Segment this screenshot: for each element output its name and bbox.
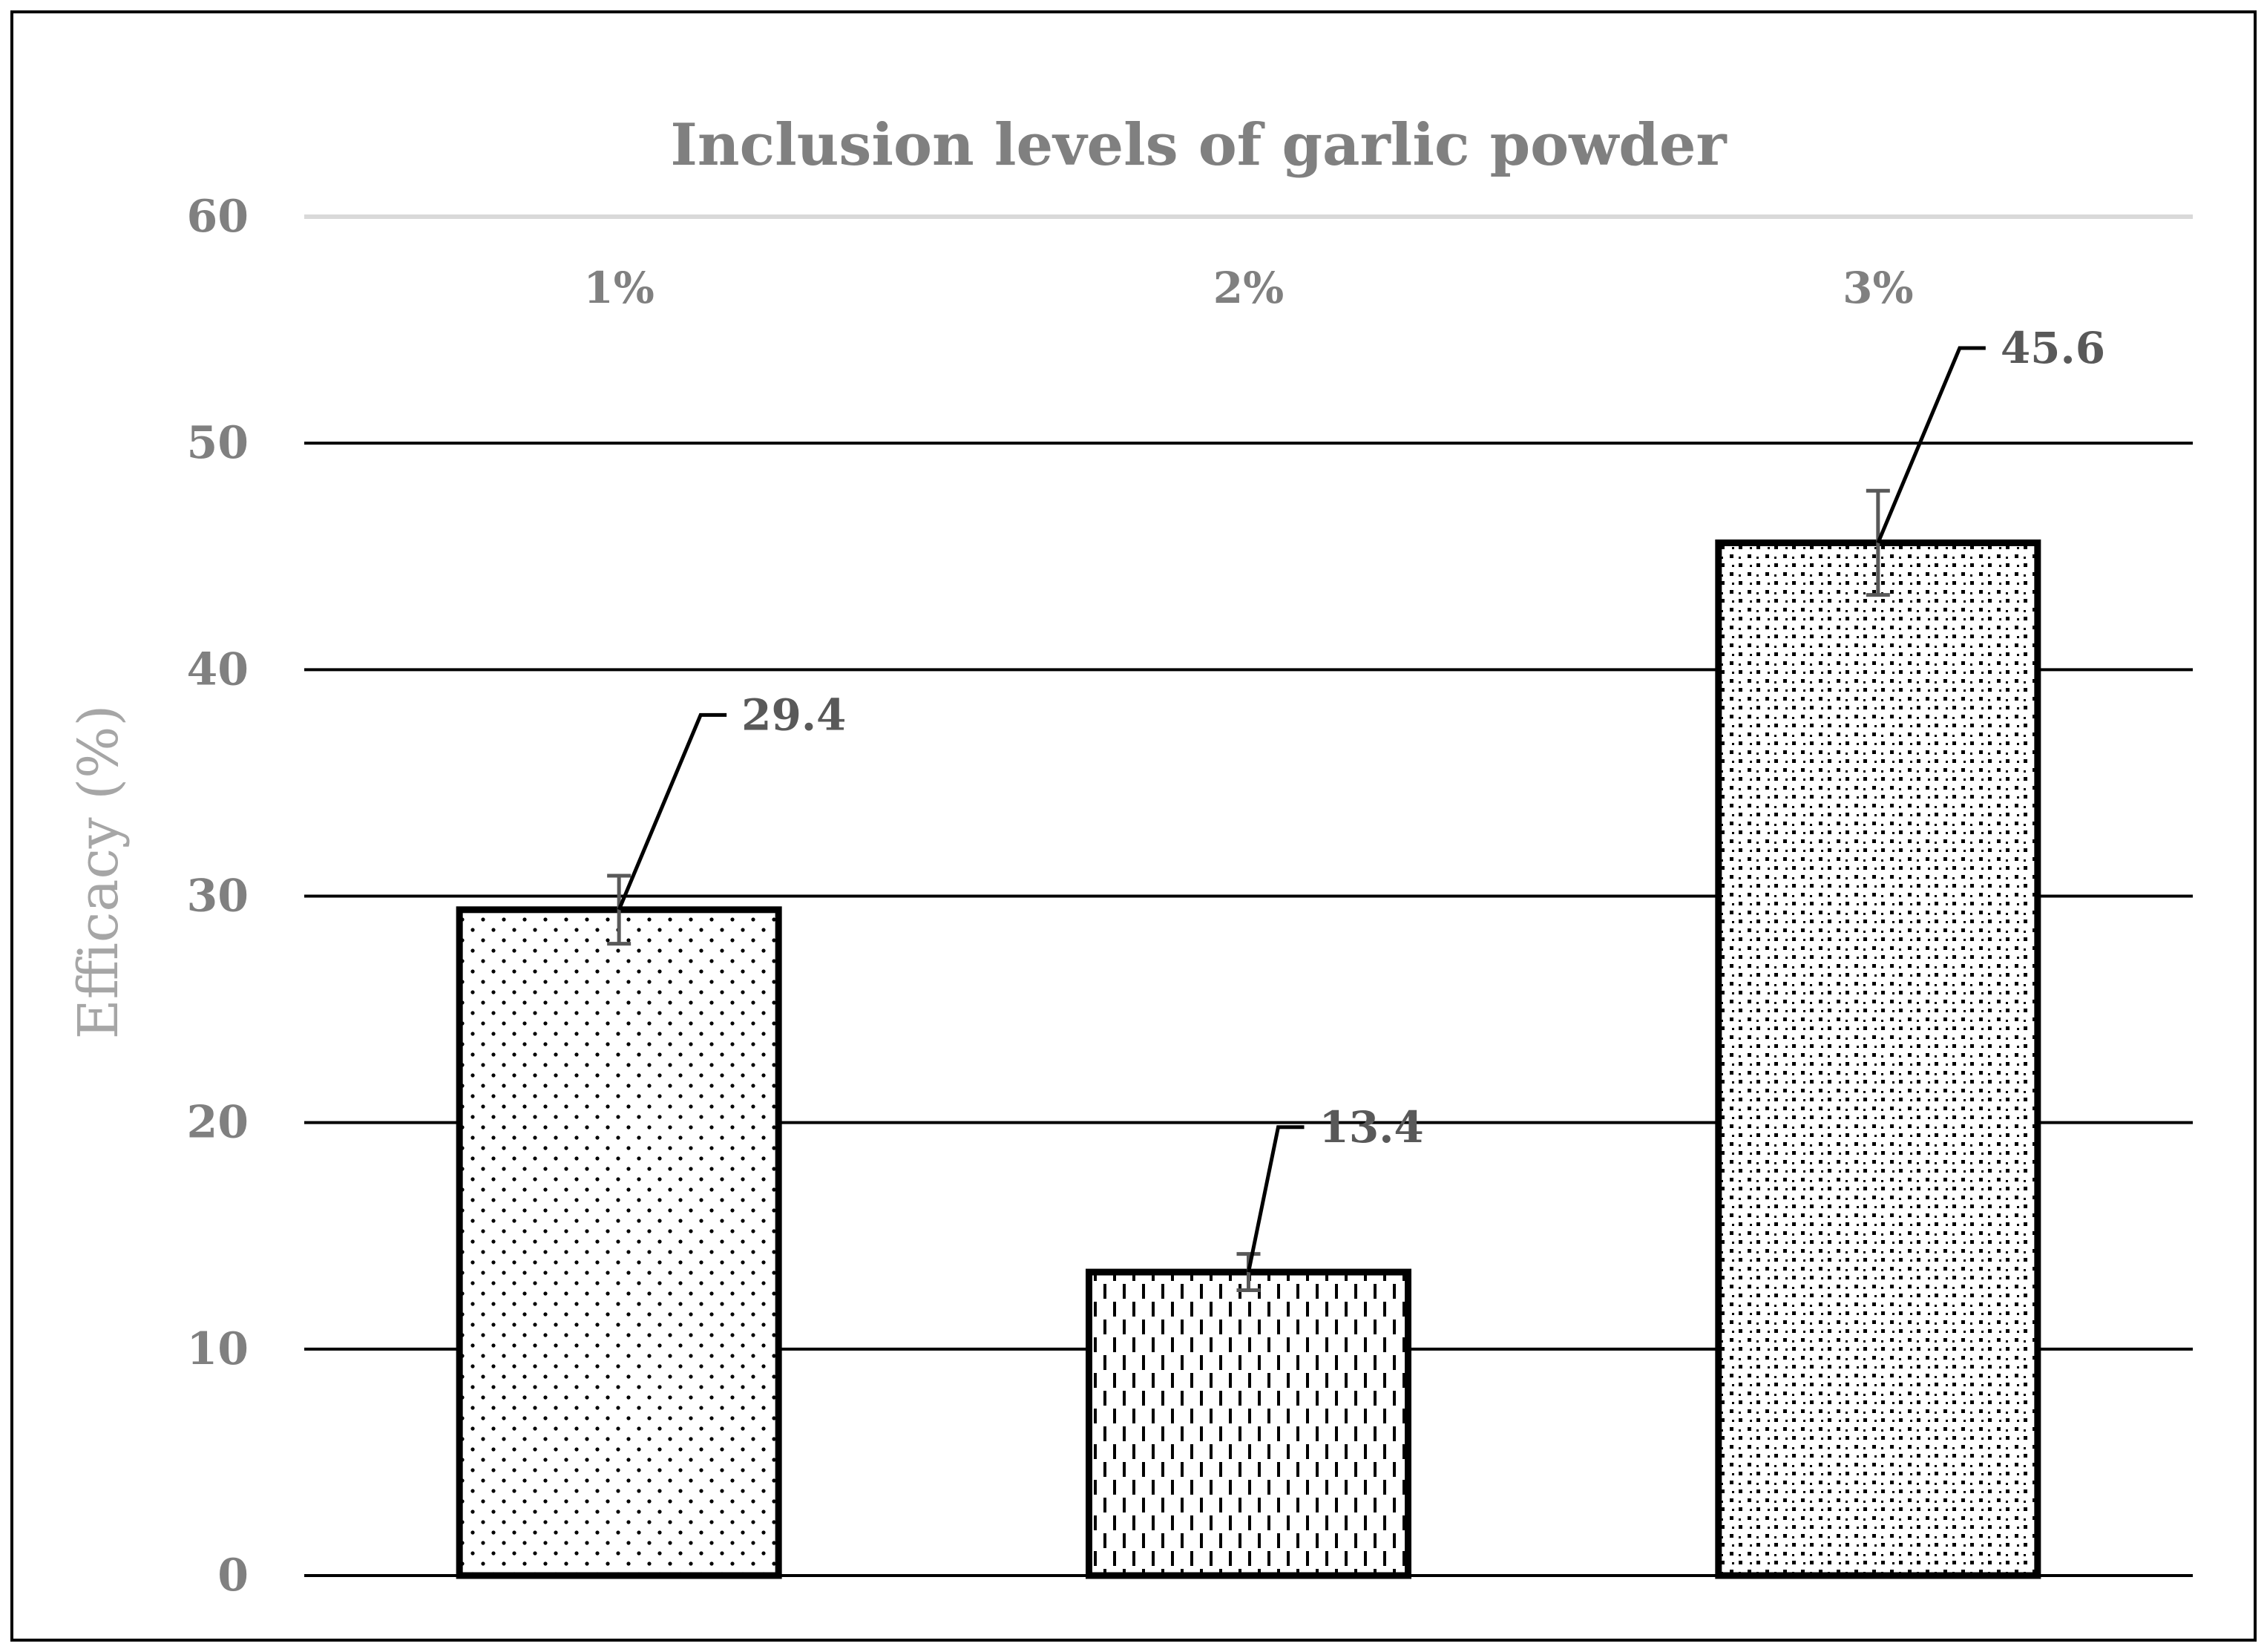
data-label-leader xyxy=(1876,346,1986,544)
y-tick-label: 40 xyxy=(187,643,249,695)
y-tick-label: 10 xyxy=(187,1323,249,1375)
y-tick-label: 50 xyxy=(187,417,249,469)
bar xyxy=(1715,539,2041,1579)
data-labels: 29.4 13.4 45.6 xyxy=(617,323,2105,1273)
bar xyxy=(1086,1268,1411,1579)
category-label: 3% xyxy=(1843,263,1913,313)
y-tick-label: 0 xyxy=(217,1550,249,1602)
data-label: 29.4 xyxy=(741,689,846,740)
category-label: 2% xyxy=(1213,263,1284,313)
data-label: 45.6 xyxy=(2001,323,2105,373)
y-axis-ticks: 0 10 20 30 40 50 60 xyxy=(187,191,249,1602)
y-axis-title: Efficacy (%) xyxy=(67,705,131,1040)
error-bars xyxy=(607,488,1890,1292)
bars xyxy=(456,539,2041,1579)
y-tick-label: 20 xyxy=(187,1097,249,1149)
data-label-leader xyxy=(1247,1125,1305,1273)
chart-title: Inclusion levels of garlic powder xyxy=(670,111,1727,179)
category-label: 1% xyxy=(583,263,654,313)
y-tick-label: 30 xyxy=(187,871,249,922)
category-labels: 1% 2% 3% xyxy=(583,263,1913,313)
data-label: 13.4 xyxy=(1319,1102,1424,1153)
data-label-leader xyxy=(617,712,727,911)
bar xyxy=(456,906,782,1579)
y-tick-label: 60 xyxy=(187,191,249,243)
